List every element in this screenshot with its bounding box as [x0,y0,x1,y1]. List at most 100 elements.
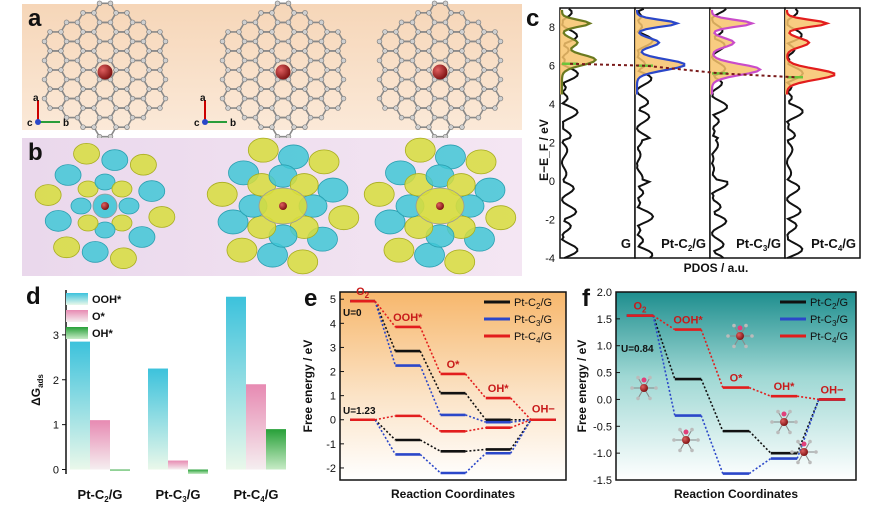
carbon-atom [442,38,449,45]
panel-f-label: f [582,285,591,312]
carbon-atom [113,67,119,73]
carbon-atom [335,86,341,92]
carbon-atom [492,29,498,35]
carbon-atom [302,29,308,35]
carbon-atom [162,76,169,83]
carbon-atom [393,105,399,111]
pdos-pt-line [635,9,686,95]
pdos-subpanel-label-main: Pt-C [736,236,763,251]
carbon-atom [459,10,465,16]
legend-label-main: Pt-C [514,297,536,309]
carbon-atom [74,57,81,64]
pdos-frame [784,7,861,259]
carbon-atom [464,38,471,45]
carbon-atom [80,105,86,111]
panel-b: b [22,137,522,276]
carbon-atom [678,427,682,432]
carbon-atom [63,57,70,64]
carbon-atom [91,105,97,111]
carbon-atom [124,48,130,54]
carbon-atom [307,19,314,26]
y-tick-label: 1 [330,391,336,403]
carbon-atom [409,95,416,102]
pdos-pt-line [710,9,763,95]
carbon-atom [258,67,264,73]
energy-connector [465,414,487,423]
carbon-atom [409,76,416,83]
carbon-atom [459,105,465,111]
y-axis-label-main: ΔG [29,388,43,406]
pdos-y-tick-label: 0 [549,176,555,188]
density-lobe [53,236,80,259]
carbon-atom [113,124,119,130]
carbon-atom [393,48,399,54]
carbon-atom [808,460,812,465]
energy-connector [374,300,397,366]
carbon-atom [475,57,482,64]
carbon-atom [459,67,465,73]
carbon-atom [107,38,114,45]
density-lobe [111,214,133,232]
legend-label-sub: 3 [536,319,541,328]
pdos-subpanel-label-main: Pt-C [661,236,688,251]
graphene-lattice [219,0,347,140]
carbon-atom [398,114,405,121]
carbon-atom [442,95,449,102]
y-tick-label: 2.0 [597,287,612,299]
density-lobe [247,137,279,163]
legend-label-tail: /G [836,331,848,343]
carbon-atom [770,420,774,424]
energy-connector [374,419,397,455]
carbon-atom [146,105,152,111]
carbon-atom [274,57,281,64]
carbon-atom [124,86,130,92]
carbon-atom [107,76,114,83]
legend-swatch [66,310,88,322]
carbon-atom [318,19,325,26]
carbon-atom [431,19,438,26]
axis-triad: a b c [27,93,69,129]
energy-connector [652,315,676,380]
state-label: OOH* [673,315,703,327]
y-tick-label: 4 [330,318,336,330]
carbon-atom [636,375,640,380]
carbon-atom [814,450,818,454]
carbon-atom [47,105,53,111]
carbon-atom [47,86,53,92]
carbon-atom [285,0,292,7]
y-tick-label: 2 [53,375,59,387]
carbon-atom [252,114,259,121]
density-lobe [118,197,140,215]
carbon-atom [124,67,130,73]
carbon-atom [140,57,147,64]
legend-label-tail: /G [540,297,552,309]
legend-label-sub: 4 [536,336,541,345]
pdos-y-tick-label: 4 [549,99,555,111]
legend-label: O* [92,311,106,323]
carbon-atom [318,57,325,64]
legend-label: Pt-C4/G [514,331,552,345]
state-label-main: O [633,301,642,313]
density-lobe [485,205,517,231]
carbon-atom [107,19,114,26]
energy-connector [465,426,486,433]
state-label-sub: 2 [642,306,647,315]
energy-connector [748,430,772,454]
oxygen-atom [737,325,743,331]
density-lobe [94,221,116,239]
carbon-atom [481,105,487,111]
carbon-atom [497,95,504,102]
carbon-atom [252,57,259,64]
carbon-atom [269,48,275,54]
carbon-atom [382,86,388,92]
pdos-carbon-line [785,8,805,259]
legend-label-main: Pt-C [514,331,536,343]
pdos-y-tick-label: 2 [549,138,555,150]
carbon-atom [398,95,405,102]
carbon-atom [107,57,114,64]
carbon-atom [41,76,48,83]
energy-connector [464,373,487,399]
carbon-atom [475,95,482,102]
carbon-atom [129,114,136,121]
carbon-atom [258,86,264,92]
